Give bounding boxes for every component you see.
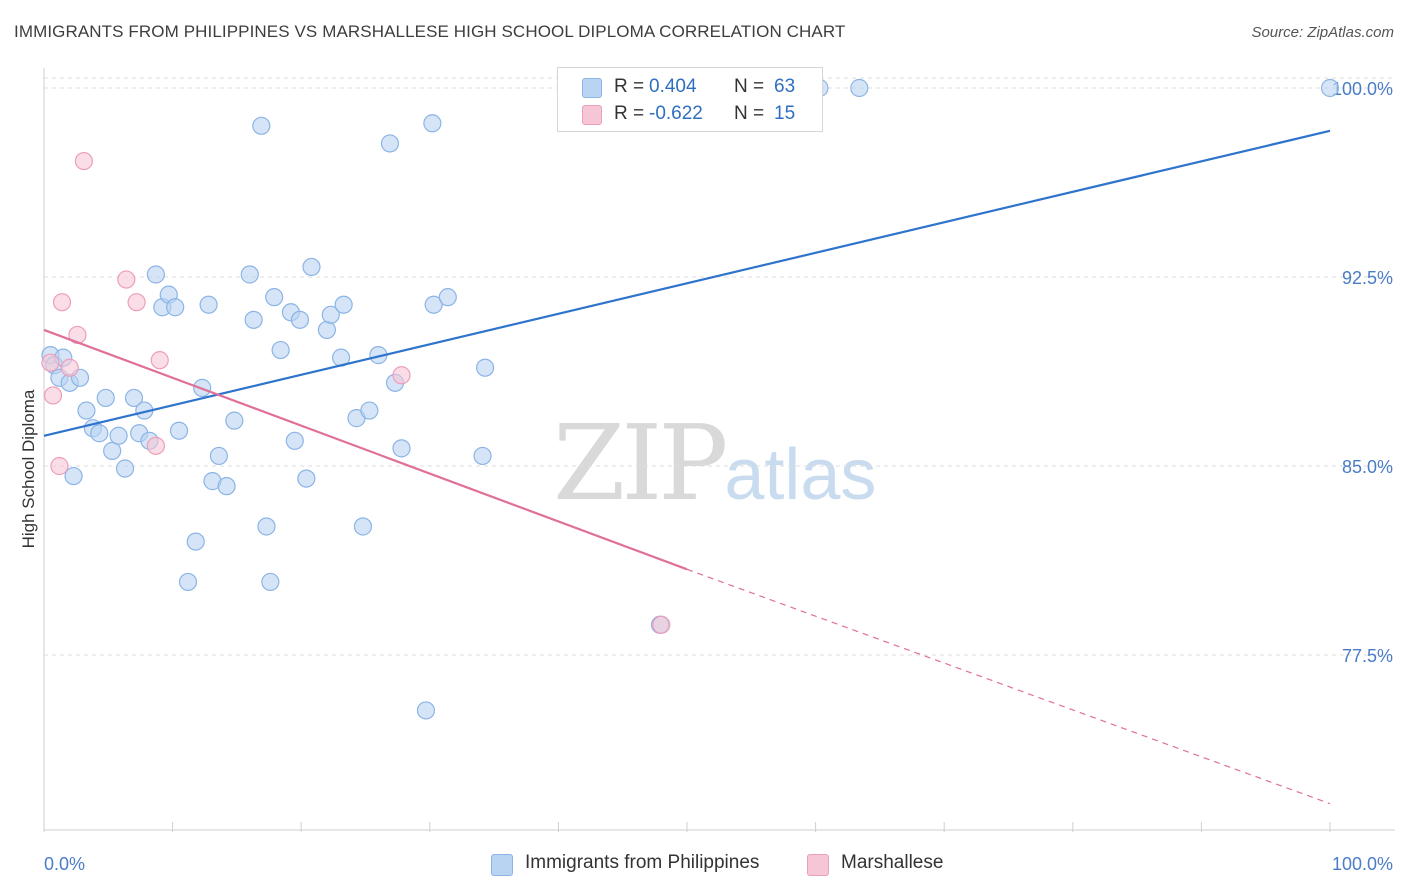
philippines-point <box>285 431 304 450</box>
chart-title: IMMIGRANTS FROM PHILIPPINES VS MARSHALLE… <box>14 22 846 41</box>
philippines-point <box>252 116 271 135</box>
bottom-legend-label: Marshallese <box>841 852 944 873</box>
marshallese-point <box>74 151 93 171</box>
marshallese-point <box>146 436 165 455</box>
legend-r-value: 0.404 <box>649 76 697 97</box>
philippines-point <box>438 288 457 307</box>
correlation-legend: R = 0.404 N = 63 R = -0.622 N = 15 <box>557 67 823 132</box>
philippines-point <box>265 288 284 307</box>
philippines-point <box>321 305 340 324</box>
philippines-point <box>90 424 109 443</box>
philippines-point <box>96 388 115 408</box>
legend-r-value: -0.622 <box>649 103 703 124</box>
marshallese-point <box>652 615 671 634</box>
philippines-point <box>360 401 379 420</box>
philippines-point <box>380 134 400 153</box>
y-tick-label: 77.5% <box>1342 646 1393 666</box>
philippines-point <box>416 701 436 720</box>
philippines-point <box>317 320 337 340</box>
philippines-point <box>217 477 236 496</box>
source-credit: Source: ZipAtlas.com <box>1251 24 1394 41</box>
philippines-point <box>290 310 310 329</box>
marshallese-point <box>60 358 79 377</box>
philippines-point <box>257 517 276 536</box>
philippines-point <box>240 265 259 284</box>
philippines-point <box>261 572 280 592</box>
bottom-legend-swatch-blue <box>491 854 513 876</box>
philippines-point <box>77 401 96 420</box>
marshallese-point <box>127 293 146 312</box>
legend-n-label: N = <box>734 103 765 124</box>
philippines-point <box>186 532 205 551</box>
philippines-point <box>271 340 290 360</box>
marshallese-point <box>117 270 136 289</box>
marshallese-trend-line <box>43 328 688 571</box>
y-axis-label: High School Diploma <box>19 389 38 548</box>
philippines-point <box>1320 78 1340 98</box>
x-tick-label: 0.0% <box>44 854 85 874</box>
philippines-trend-line <box>43 129 1331 437</box>
philippines-point <box>146 265 165 284</box>
philippines-point <box>169 421 189 440</box>
philippines-point <box>850 78 869 98</box>
philippines-point <box>297 469 316 488</box>
legend-r-label: R = <box>614 103 645 124</box>
watermark-atlas: atlas <box>724 435 877 515</box>
marshallese-point <box>41 353 60 372</box>
legend-n-value: 63 <box>774 76 796 97</box>
philippines-point <box>353 517 373 536</box>
watermark: ZIPatlas <box>553 402 876 524</box>
marshallese-point <box>43 386 63 405</box>
philippines-point <box>64 466 83 486</box>
legend-swatch-pink <box>582 105 602 125</box>
marshallese-point <box>52 293 72 312</box>
marshallese-point <box>392 366 411 385</box>
legend-n-value: 15 <box>774 103 796 124</box>
legend-swatch-blue <box>582 78 602 98</box>
marshallese-point <box>50 456 69 476</box>
philippines-point <box>103 441 122 460</box>
y-tick-label: 92.5% <box>1342 268 1393 288</box>
philippines-point <box>166 298 185 317</box>
philippines-point <box>209 446 228 466</box>
philippines-point <box>302 257 321 277</box>
legend-r-label: R = <box>614 76 645 97</box>
philippines-point <box>225 411 244 430</box>
philippines-point <box>424 295 443 314</box>
y-tick-label: 85.0% <box>1342 457 1393 477</box>
x-tick-label: 100.0% <box>1332 854 1393 874</box>
y-tick-label: 100.0% <box>1332 79 1393 99</box>
philippines-point <box>334 295 353 314</box>
philippines-point <box>199 295 218 314</box>
marshallese-point <box>150 351 169 370</box>
philippines-point <box>475 358 495 377</box>
legend-n-label: N = <box>734 76 765 97</box>
philippines-point <box>473 446 492 466</box>
philippines-point <box>423 114 442 133</box>
watermark-zip: ZIP <box>553 402 728 524</box>
marshallese-trend-extension <box>686 568 1331 805</box>
philippines-point <box>392 439 411 458</box>
philippines-point <box>178 572 198 592</box>
bottom-legend-label: Immigrants from Philippines <box>525 852 760 873</box>
bottom-legend-swatch-pink <box>807 854 829 876</box>
philippines-point <box>124 388 144 408</box>
philippines-point <box>115 459 135 478</box>
philippines-point <box>109 426 128 445</box>
philippines-point <box>244 310 263 329</box>
